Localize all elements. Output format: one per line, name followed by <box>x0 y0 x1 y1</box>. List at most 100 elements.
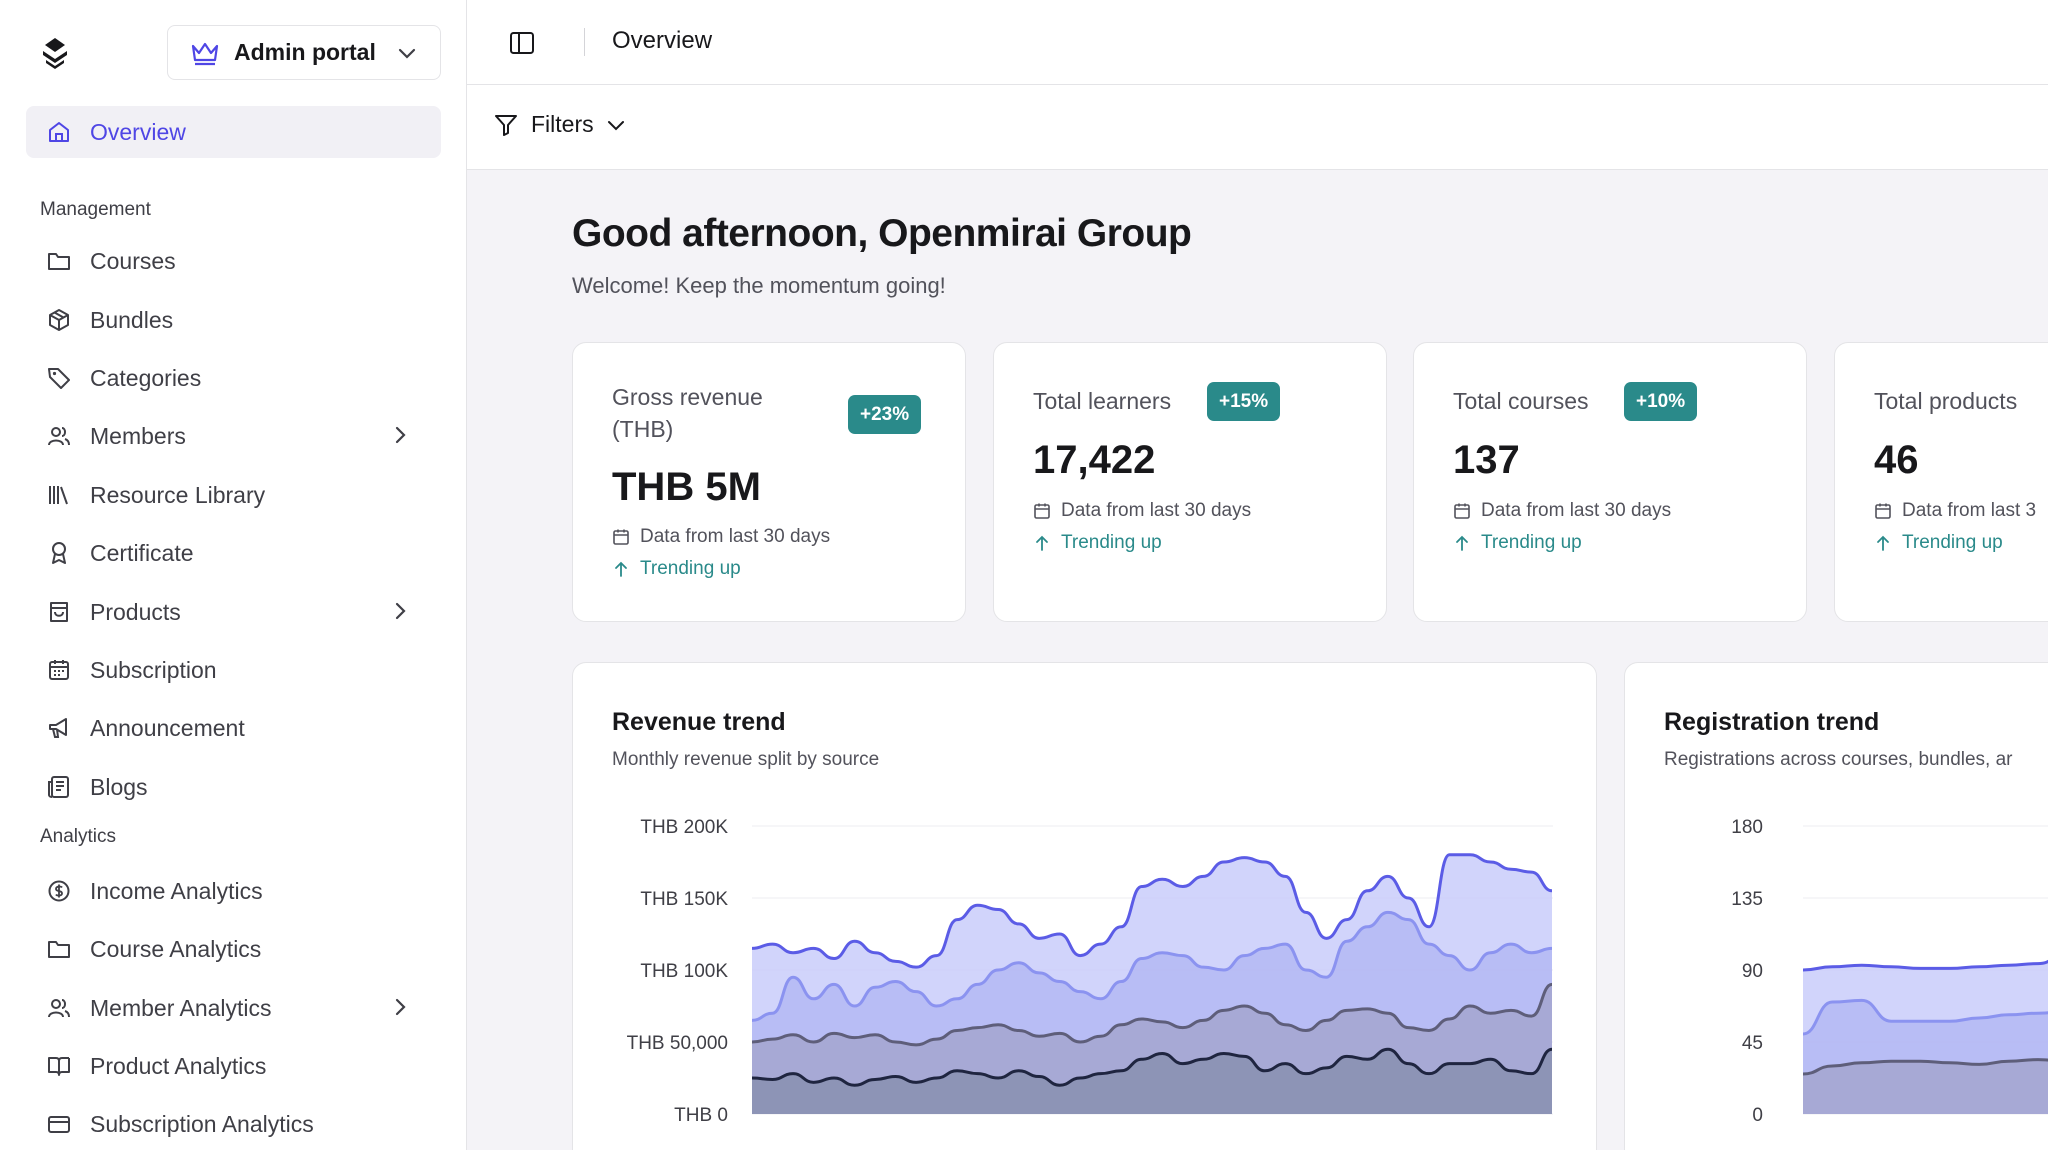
filter-icon <box>495 114 517 136</box>
header-divider <box>584 28 585 56</box>
stat-label: Total courses <box>1453 388 1589 414</box>
sidebar-item-blogs[interactable]: Blogs <box>26 761 441 813</box>
calendar-icon <box>1034 503 1050 519</box>
portal-label: Admin portal <box>234 39 376 65</box>
sidebar-item-label: Members <box>90 422 186 449</box>
stat-card-total-products: Total products 46 Data from last 3 Trend… <box>1834 342 2048 622</box>
library-icon <box>49 486 68 505</box>
sidebar-item-announcement[interactable]: Announcement <box>26 702 441 754</box>
sidebar-item-label: Course Analytics <box>90 935 262 962</box>
sidebar-item-members[interactable]: Members <box>26 410 441 462</box>
filters-button[interactable]: Filters <box>493 111 626 138</box>
stat-value: 46 <box>1874 438 1919 482</box>
sidebar-toggle-icon[interactable] <box>507 28 537 58</box>
chart-title: Registration trend <box>1664 708 1880 736</box>
y-tick-label: 45 <box>1742 1033 1763 1054</box>
sidebar-item-label: Announcement <box>90 714 245 741</box>
section-label-management: Management <box>40 199 151 220</box>
sidebar-item-label: Bundles <box>90 306 174 333</box>
calendar-icon <box>1454 503 1470 519</box>
sidebar-item-label: Certificate <box>90 539 194 566</box>
series-line <box>1802 959 2048 972</box>
sidebar-item-courses[interactable]: Courses <box>26 235 441 287</box>
stat-card-total-learners: Total learners +15% 17,422 Data from las… <box>993 342 1387 622</box>
chevron-right-icon <box>395 602 406 620</box>
y-tick-label: 135 <box>1731 889 1763 910</box>
stat-meta: Data from last 30 days <box>612 526 830 548</box>
sidebar-item-label: Courses <box>90 247 176 274</box>
sidebar: Admin portal Overview Management Courses… <box>0 0 467 1150</box>
calendar-icon <box>613 529 629 545</box>
series-line <box>751 853 1553 969</box>
sidebar-item-overview[interactable]: Overview <box>26 106 441 158</box>
revenue-trend-card: Revenue trend Monthly revenue split by s… <box>572 662 1597 1150</box>
arrow-up-icon <box>615 561 627 577</box>
series-area <box>1803 1059 2048 1114</box>
stat-trend: Trending up <box>612 558 741 580</box>
stat-card-gross-revenue: Gross revenue (THB) +23% THB 5M Data fro… <box>572 342 966 622</box>
welcome-text: Welcome! Keep the momentum going! <box>572 273 946 298</box>
filters-label: Filters <box>531 111 594 137</box>
chevron-down-icon <box>398 48 416 59</box>
stat-badge: +10% <box>1624 382 1698 421</box>
revenue-trend-chart: THB 200K THB 150K THB 100K THB 50,000 THB 0 <box>627 817 1553 1126</box>
portal-switcher[interactable]: Admin portal <box>167 25 441 80</box>
sidebar-item-subscription-analytics[interactable]: Subscription Analytics <box>26 1098 441 1150</box>
megaphone-icon <box>49 718 67 738</box>
calendar-icon <box>49 660 69 680</box>
calendar-icon <box>1875 503 1891 519</box>
users-icon <box>48 999 70 1018</box>
sidebar-item-subscription[interactable]: Subscription <box>26 644 441 696</box>
sidebar-item-label: Blogs <box>90 773 148 800</box>
arrow-up-icon <box>1036 535 1048 551</box>
shopping-bag-icon <box>50 602 68 622</box>
dollar-circle-icon <box>48 880 70 902</box>
sidebar-item-certificate[interactable]: Certificate <box>26 527 441 579</box>
registration-trend-card: Registration trend Registrations across … <box>1624 662 2048 1150</box>
series-line <box>751 1047 1553 1087</box>
stat-value: 137 <box>1453 438 1520 482</box>
sidebar-item-products[interactable]: Products <box>26 586 441 638</box>
sidebar-item-income-analytics[interactable]: Income Analytics <box>26 865 441 917</box>
y-tick-label: 90 <box>1742 961 1763 982</box>
stat-value: 17,422 <box>1033 438 1156 482</box>
stat-trend: Trending up <box>1033 532 1162 554</box>
registration-trend-chart: 180 135 90 45 0 <box>1731 817 2048 1126</box>
y-tick-label: 0 <box>1752 1105 1763 1126</box>
chart-subtitle: Registrations across courses, bundles, a… <box>1664 749 2013 770</box>
chart-subtitle: Monthly revenue split by source <box>612 749 880 770</box>
home-icon <box>49 122 69 142</box>
logo-icon <box>43 38 67 69</box>
stat-meta: Data from last 30 days <box>1453 500 1671 522</box>
stat-badge: +23% <box>848 395 922 434</box>
section-label-analytics: Analytics <box>40 826 117 847</box>
sidebar-item-label: Subscription Analytics <box>90 1110 314 1137</box>
sidebar-item-product-analytics[interactable]: Product Analytics <box>26 1040 441 1092</box>
y-tick-label: THB 150K <box>640 889 728 910</box>
stat-trend: Trending up <box>1453 532 1582 554</box>
newspaper-icon <box>48 776 69 798</box>
series-line <box>751 982 1553 1047</box>
series-area <box>752 1049 1552 1114</box>
chevron-right-icon <box>395 998 406 1016</box>
stat-value: THB 5M <box>612 465 761 509</box>
y-tick-label: THB 50,000 <box>627 1033 728 1054</box>
y-tick-label: 180 <box>1731 817 1763 838</box>
y-tick-label: THB 100K <box>640 961 728 982</box>
sidebar-item-label: Income Analytics <box>90 877 263 904</box>
sidebar-item-resource-library[interactable]: Resource Library <box>26 469 441 521</box>
sidebar-item-bundles[interactable]: Bundles <box>26 294 441 346</box>
book-open-icon <box>48 1057 70 1076</box>
filter-bar: Filters <box>467 85 2048 170</box>
sidebar-item-course-analytics[interactable]: Course Analytics <box>26 923 441 975</box>
sidebar-item-label: Product Analytics <box>90 1052 267 1079</box>
users-icon <box>48 427 70 446</box>
series-line <box>1802 1058 2048 1076</box>
stat-card-total-courses: Total courses +10% 137 Data from last 30… <box>1413 342 1807 622</box>
sidebar-item-categories[interactable]: Categories <box>26 352 441 404</box>
stat-label: Total products <box>1874 388 2018 414</box>
sidebar-item-member-analytics[interactable]: Member Analytics <box>26 982 441 1034</box>
stat-label: Total learners <box>1033 388 1172 414</box>
y-tick-label: THB 200K <box>640 817 728 838</box>
sidebar-item-label: Subscription <box>90 656 217 683</box>
